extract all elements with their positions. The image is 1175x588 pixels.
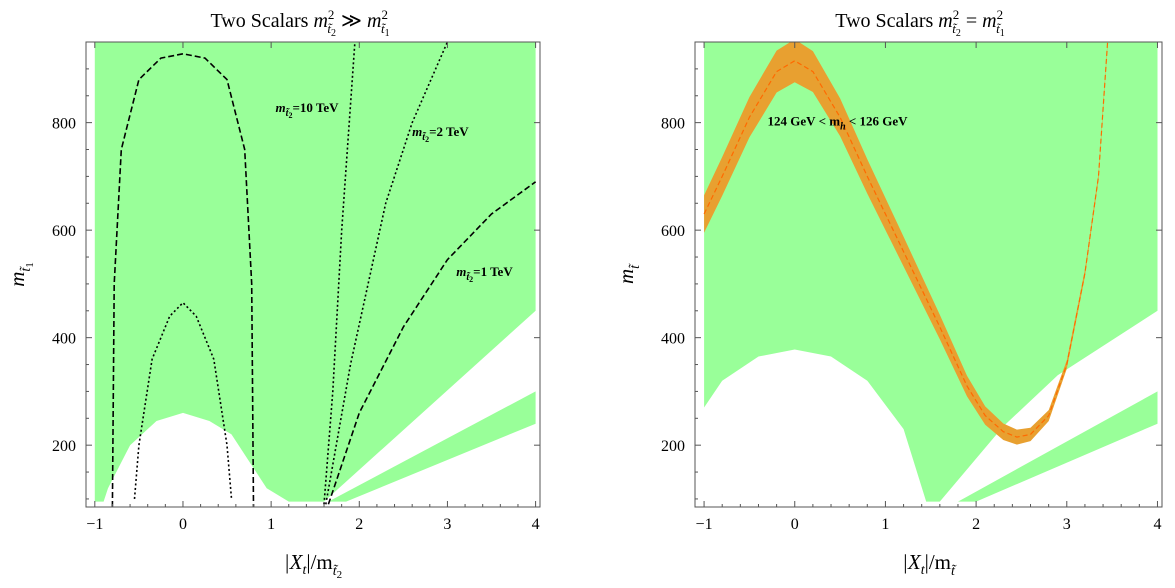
annotation-1: mt̃2=10 TeV (276, 100, 340, 120)
annotation-1: 124 GeV < mh < 126 GeV (768, 113, 909, 132)
y-tick-label: 600 (52, 223, 76, 240)
plot-area (703, 42, 1158, 502)
x-tick-label: 0 (179, 516, 187, 533)
contour-line-2 (133, 301, 233, 499)
x-tick-label: 1 (267, 516, 275, 533)
y-tick-label: 200 (52, 438, 76, 455)
x-tick-label: 4 (532, 516, 540, 533)
y-tick-label: 800 (661, 116, 685, 133)
y-axis-label: mt̃ (614, 263, 643, 284)
y-tick-label: 600 (661, 223, 685, 240)
region-allowed-wedge (958, 391, 1158, 502)
chart-title: Two Scalars m2 t̃2 = m2 t̃1 (835, 7, 1004, 39)
plot-area (94, 42, 537, 507)
x-tick-label: 1 (881, 516, 889, 533)
contour-line-3 (323, 42, 356, 505)
contour-line-5 (327, 181, 537, 505)
contour-line-1 (111, 52, 255, 507)
higgs-mass-center-line (703, 42, 1109, 438)
y-tick-label: 400 (661, 331, 685, 348)
region-allowed-wedge (328, 391, 536, 502)
contour-line-4 (325, 42, 449, 505)
x-tick-label: 4 (1153, 516, 1161, 533)
chart-panel-1: −1 0 1 2 3 4 200 400 600 800 Two Scalars m2 t̃2 ≫ m… (5, 7, 541, 581)
x-tick-label: 3 (1063, 516, 1071, 533)
region-allowed-main (704, 42, 1158, 502)
y-tick-label: 200 (661, 438, 685, 455)
y-axis-label: mt̃1 (5, 262, 36, 287)
annotation-3: mt̃2=1 TeV (456, 264, 513, 284)
x-axis-label: |Xt|/mt̃2 (284, 550, 342, 581)
x-tick-label: −1 (696, 516, 713, 533)
plot-frame (694, 41, 1163, 508)
chart-panel-2: −1 0 1 2 3 4 200 400 600 800 Two Scalars m2 t̃2 = m… (614, 7, 1163, 579)
chart-title: Two Scalars m2 t̃2 ≫ m2 t̃1 (210, 7, 389, 39)
region-allowed-main (94, 42, 536, 502)
x-tick-label: 2 (355, 516, 363, 533)
plot-frame (85, 41, 541, 508)
higgs-mass-band (704, 42, 1108, 445)
x-tick-label: 3 (443, 516, 451, 533)
x-tick-label: 0 (791, 516, 799, 533)
annotation-2: mt̃2=2 TeV (412, 124, 469, 144)
y-tick-label: 400 (52, 331, 76, 348)
y-tick-label: 800 (52, 116, 76, 133)
x-tick-label: −1 (86, 516, 103, 533)
x-tick-label: 2 (972, 516, 980, 533)
x-axis-label: |Xt|/mt̃ (902, 550, 957, 579)
